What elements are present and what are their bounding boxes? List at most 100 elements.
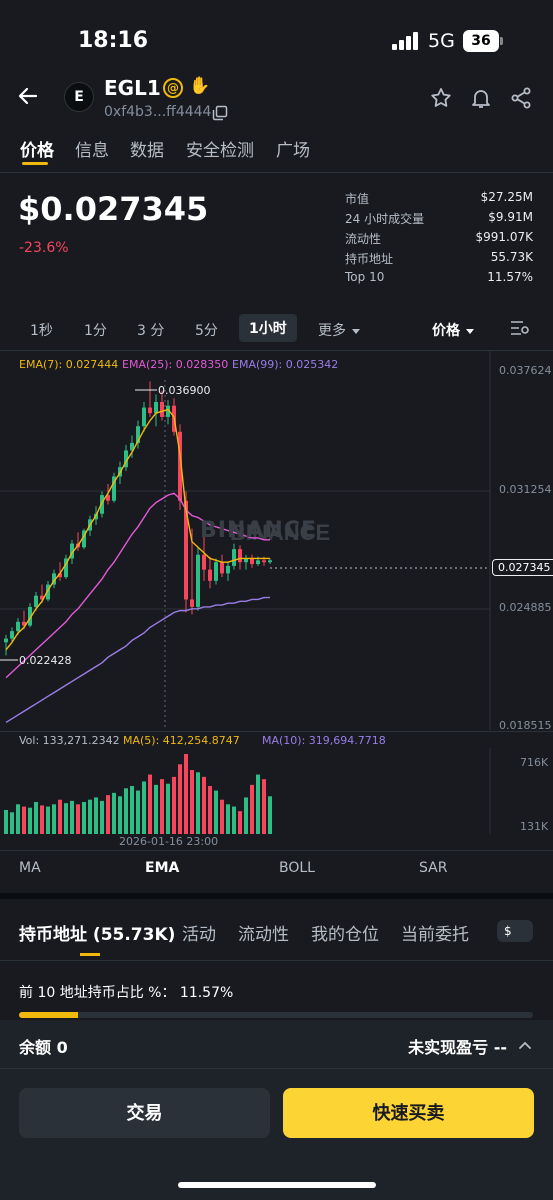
- ema25-legend: EMA(25): 0.028350: [122, 358, 229, 371]
- y-axis-label: 0.018515: [499, 719, 552, 732]
- candle-down: [58, 573, 62, 578]
- volume-bar: [40, 805, 44, 834]
- chevron-up-icon[interactable]: [518, 1038, 532, 1052]
- volume-bar: [148, 774, 152, 834]
- balance-label: 余额 0: [19, 1038, 68, 1057]
- tab-liquidity[interactable]: 流动性: [238, 925, 289, 945]
- share-icon[interactable]: [509, 86, 533, 110]
- volume-bar: [130, 786, 134, 834]
- volume-bar: [196, 772, 200, 834]
- tab-square[interactable]: 广场: [276, 141, 310, 161]
- tab-data[interactable]: 数据: [130, 141, 164, 161]
- volume-legend: Vol: 133,271.2342: [19, 734, 120, 747]
- tab-my-position[interactable]: 我的仓位: [311, 925, 379, 945]
- interval-3m[interactable]: 3 分: [137, 323, 165, 339]
- volume-bar: [232, 806, 236, 834]
- candle-down: [202, 554, 206, 570]
- volume-bar: [70, 800, 74, 834]
- volume-bar: [154, 784, 158, 834]
- price-mode-label: 价格: [432, 323, 460, 339]
- tab-price[interactable]: 价格: [20, 141, 54, 161]
- stat-value-holders: 55.73K: [490, 250, 533, 264]
- candle-up: [52, 573, 56, 585]
- volume-bar: [142, 781, 146, 834]
- bell-icon[interactable]: [469, 86, 493, 110]
- volume-bar: [94, 797, 98, 834]
- stat-label-holders: 持币地址: [345, 252, 394, 266]
- volume-bar: [106, 795, 110, 834]
- candle-down: [160, 401, 164, 417]
- at-badge-icon: @: [163, 78, 183, 98]
- price-chart[interactable]: BINANCE 0.036900 0.022428: [0, 350, 553, 730]
- volume-bar: [34, 802, 38, 834]
- candle-up: [4, 638, 8, 643]
- chart-settings-icon[interactable]: [510, 320, 530, 336]
- candle-up: [268, 560, 272, 563]
- tab-security[interactable]: 安全检测: [186, 141, 254, 161]
- watermark: BINANCE: [200, 518, 317, 543]
- candle-down: [178, 431, 182, 501]
- interval-1s[interactable]: 1秒: [30, 323, 53, 339]
- volume-bar: [220, 799, 224, 834]
- high-marker-label: 0.036900: [158, 384, 211, 397]
- interval-more[interactable]: 更多: [318, 320, 360, 340]
- volume-bar: [4, 810, 8, 834]
- volume-bar: [184, 754, 188, 834]
- battery-icon: 36: [463, 30, 499, 52]
- price-mode-select[interactable]: 价格: [432, 320, 474, 340]
- volume-bar: [10, 812, 14, 834]
- interval-1m[interactable]: 1分: [84, 323, 107, 339]
- current-price-tag: 0.027345: [492, 559, 553, 576]
- volume-bar: [46, 806, 50, 834]
- volume-bar: [214, 790, 218, 834]
- trade-button[interactable]: 交易: [19, 1088, 270, 1138]
- copy-icon[interactable]: [212, 105, 228, 121]
- volume-bar: [256, 774, 260, 834]
- candle-up: [196, 554, 200, 607]
- indicator-boll[interactable]: BOLL: [279, 860, 315, 876]
- signal-icon: [392, 32, 418, 50]
- volume-bar: [190, 770, 194, 834]
- chevron-down-icon: [466, 328, 474, 334]
- interval-5m[interactable]: 5分: [195, 323, 218, 339]
- ema25-line: [5, 492, 270, 679]
- stat-label-top10: Top 10: [345, 270, 385, 284]
- y-axis-label: 0.024885: [499, 601, 552, 614]
- interval-1h[interactable]: 1小时: [239, 314, 297, 342]
- star-icon[interactable]: [429, 86, 453, 110]
- stat-label-market-cap: 市值: [345, 192, 370, 206]
- tab-holders[interactable]: 持币地址 (55.73K): [19, 925, 176, 945]
- indicator-ema[interactable]: EMA: [145, 860, 180, 876]
- volume-bar: [64, 803, 68, 834]
- currency-toggle[interactable]: $: [497, 920, 533, 942]
- stat-value-volume: $9.91M: [488, 210, 533, 224]
- candle-down: [106, 495, 110, 501]
- candle-down: [190, 599, 194, 607]
- low-marker-label: 0.022428: [19, 654, 72, 667]
- volume-bar: [58, 799, 62, 834]
- coin-logo: E: [64, 82, 94, 112]
- tab-activity[interactable]: 活动: [182, 925, 216, 945]
- candle-up: [166, 405, 170, 417]
- tab-active-indicator: [22, 162, 48, 165]
- candle-up: [256, 560, 260, 565]
- indicator-sar[interactable]: SAR: [419, 860, 448, 876]
- candle-up: [70, 543, 74, 559]
- candle-down: [262, 560, 266, 563]
- indicator-ma[interactable]: MA: [19, 860, 41, 876]
- tab-info[interactable]: 信息: [75, 141, 109, 161]
- volume-bar: [28, 807, 32, 834]
- volume-bar: [172, 776, 176, 834]
- tab-open-orders[interactable]: 当前委托: [401, 925, 469, 945]
- ema7-legend: EMA(7): 0.027444: [19, 358, 119, 371]
- volume-bar: [82, 802, 86, 834]
- candle-up: [214, 562, 218, 581]
- ema99-line: [5, 596, 270, 724]
- candle-down: [208, 569, 212, 581]
- quick-trade-button[interactable]: 快速买卖: [283, 1088, 534, 1138]
- candle-down: [148, 407, 152, 414]
- divider: [0, 731, 553, 732]
- volume-bar: [88, 799, 92, 834]
- home-indicator: [178, 1182, 376, 1188]
- back-arrow-icon[interactable]: [16, 84, 40, 108]
